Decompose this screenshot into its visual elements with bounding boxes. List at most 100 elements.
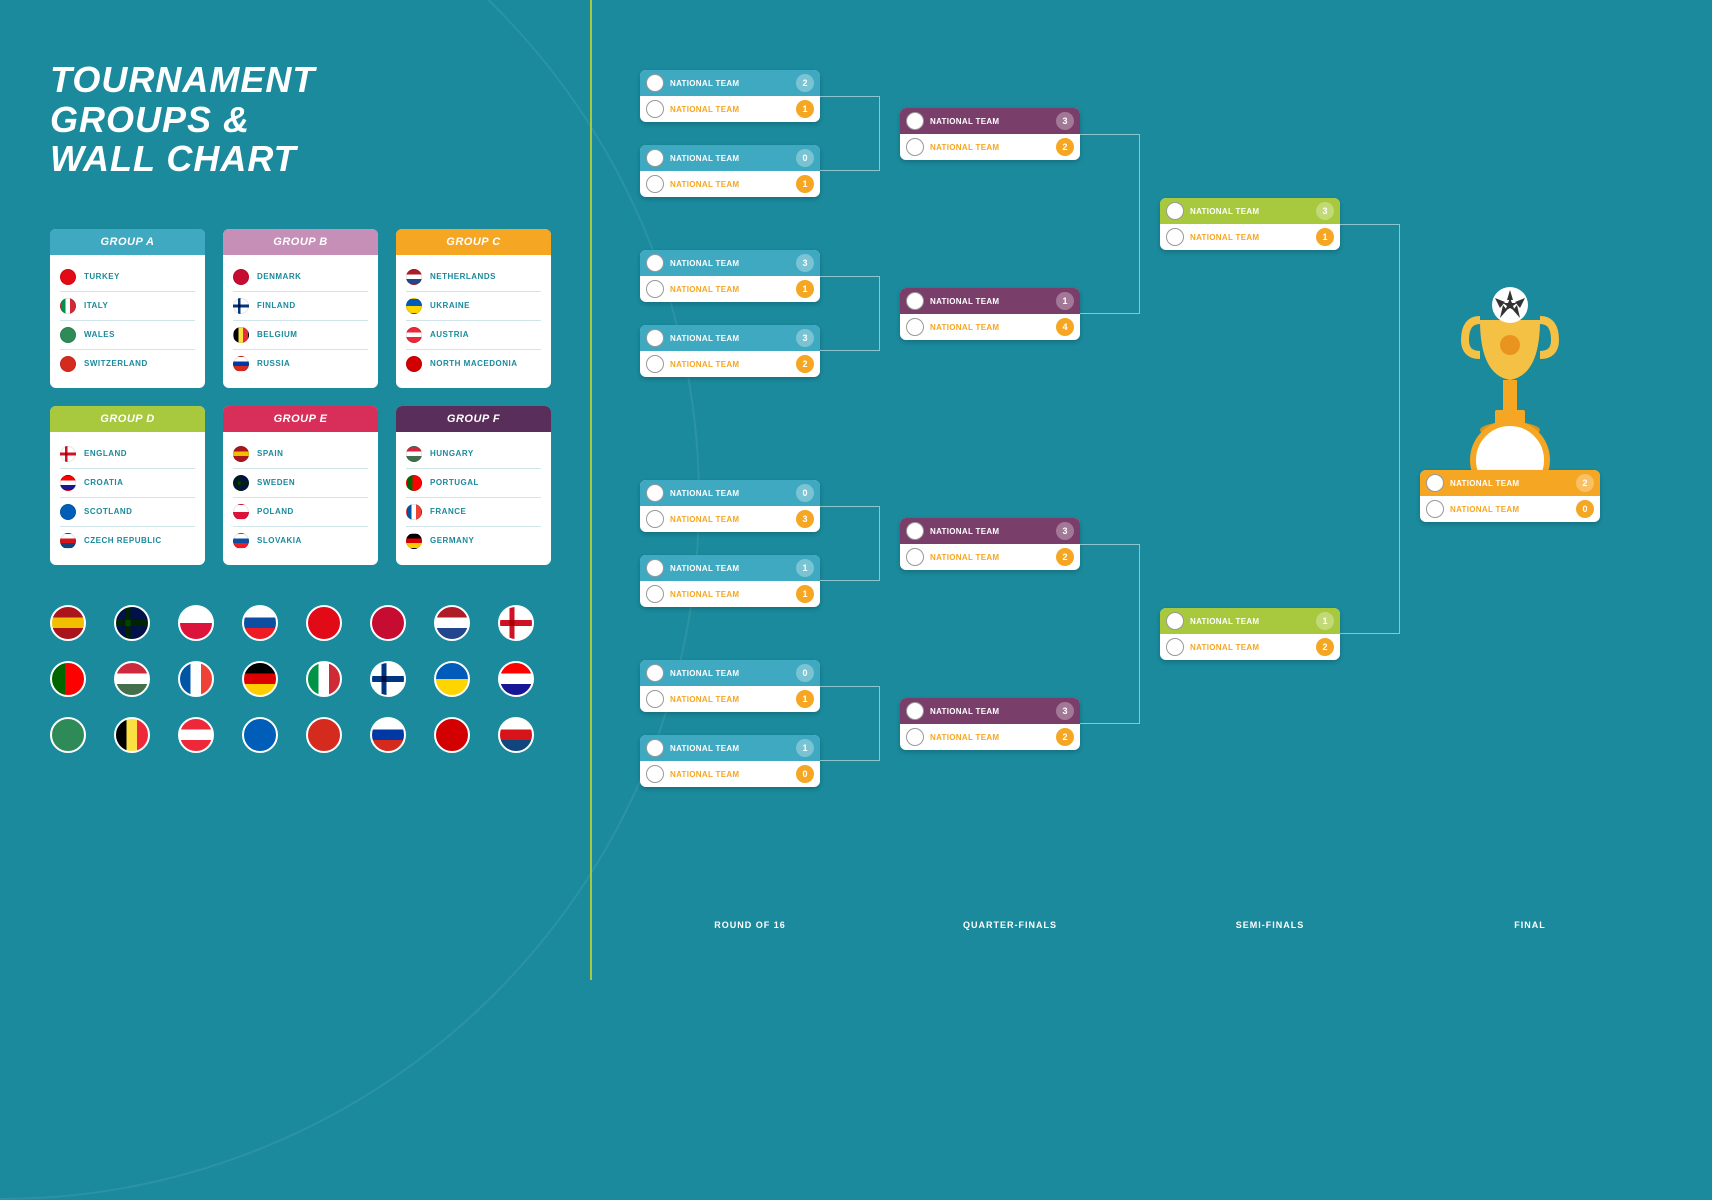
trophy-icon — [1455, 280, 1565, 440]
flag-icon — [233, 269, 249, 285]
flag-icon — [434, 661, 470, 697]
flag-icon — [646, 175, 664, 193]
flag-icon — [498, 605, 534, 641]
bracket-match: NATIONAL TEAM 0 NATIONAL TEAM 1 — [640, 145, 820, 197]
match-team-top: NATIONAL TEAM 0 — [640, 480, 820, 506]
match-team-bottom: NATIONAL TEAM 1 — [640, 581, 820, 607]
group-card-a: GROUP A TURKEYITALYWALESSWITZERLAND — [50, 229, 205, 388]
bracket-slot: NATIONAL TEAM 3 NATIONAL TEAM 2 — [640, 325, 840, 399]
bracket-match: NATIONAL TEAM 1 NATIONAL TEAM 2 — [1160, 608, 1340, 660]
match-team-top: NATIONAL TEAM 1 — [900, 288, 1080, 314]
match-score: 1 — [1316, 612, 1334, 630]
team-name: CZECH REPUBLIC — [84, 536, 162, 545]
team-name: TURKEY — [84, 272, 120, 281]
team-name: ENGLAND — [84, 449, 127, 458]
flag-icon — [646, 280, 664, 298]
bracket-connector — [820, 506, 880, 581]
flag-icon — [114, 605, 150, 641]
flag-icon — [306, 717, 342, 753]
flag-icon — [1166, 202, 1184, 220]
match-team-name: NATIONAL TEAM — [930, 323, 1050, 332]
bracket-connector — [820, 276, 880, 351]
flag-icon — [233, 356, 249, 372]
match-team-name: NATIONAL TEAM — [670, 334, 790, 343]
bracket-match: NATIONAL TEAM 1 NATIONAL TEAM 4 — [900, 288, 1080, 340]
flag-icon — [50, 605, 86, 641]
flag-icon — [242, 605, 278, 641]
match-team-name: NATIONAL TEAM — [930, 733, 1050, 742]
bracket-match: NATIONAL TEAM 3 NATIONAL TEAM 1 — [640, 250, 820, 302]
bracket-match: NATIONAL TEAM 1 NATIONAL TEAM 1 — [640, 555, 820, 607]
flag-icon — [646, 559, 664, 577]
team-row: NETHERLANDS — [406, 263, 541, 292]
flag-icon — [1426, 474, 1444, 492]
group-card-d: GROUP D ENGLANDCROATIASCOTLANDCZECH REPU… — [50, 406, 205, 565]
team-name: AUSTRIA — [430, 330, 469, 339]
match-team-name: NATIONAL TEAM — [1190, 617, 1310, 626]
flag-icon — [233, 446, 249, 462]
flag-icon — [178, 717, 214, 753]
match-score: 3 — [796, 329, 814, 347]
title-line-3: WALL CHART — [50, 138, 297, 179]
flag-icon — [434, 717, 470, 753]
match-score: 2 — [1056, 138, 1074, 156]
flag-icon — [906, 548, 924, 566]
match-score: 3 — [796, 510, 814, 528]
flag-icon — [646, 329, 664, 347]
stage-label-sf: SEMI-FINALS — [1140, 920, 1400, 930]
bracket-connector — [820, 686, 880, 761]
match-score: 2 — [1056, 548, 1074, 566]
team-row: HUNGARY — [406, 440, 541, 469]
team-name: GERMANY — [430, 536, 474, 545]
right-panel: WINNER NATIONAL TEAM 2 NATIONAL TEAM 1 N… — [590, 0, 1712, 980]
bracket-connector — [1080, 544, 1140, 724]
team-row: UKRAINE — [406, 292, 541, 321]
flag-icon — [50, 661, 86, 697]
flag-icon — [306, 661, 342, 697]
flag-icon — [646, 484, 664, 502]
team-row: DENMARK — [233, 263, 368, 292]
page-title: TOURNAMENT GROUPS & WALL CHART — [50, 60, 540, 179]
match-team-top: NATIONAL TEAM 3 — [640, 250, 820, 276]
match-score: 2 — [796, 74, 814, 92]
bracket-slot: NATIONAL TEAM 3 NATIONAL TEAM 2 — [900, 698, 1100, 772]
team-name: SCOTLAND — [84, 507, 132, 516]
match-team-bottom: NATIONAL TEAM 2 — [900, 544, 1080, 570]
match-team-name: NATIONAL TEAM — [670, 259, 790, 268]
page: TOURNAMENT GROUPS & WALL CHART GROUP A T… — [0, 0, 1712, 980]
group-card-b: GROUP B DENMARKFINLANDBELGIUMRUSSIA — [223, 229, 378, 388]
team-name: NETHERLANDS — [430, 272, 496, 281]
flag-icon — [646, 585, 664, 603]
bracket-match: NATIONAL TEAM 3 NATIONAL TEAM 2 — [900, 698, 1080, 750]
title-line-1: TOURNAMENT — [50, 59, 315, 100]
flag-icon — [60, 475, 76, 491]
flag-icon — [50, 717, 86, 753]
flag-icon — [233, 533, 249, 549]
left-panel: TOURNAMENT GROUPS & WALL CHART GROUP A T… — [0, 0, 590, 980]
flag-icon — [406, 504, 422, 520]
team-name: NORTH MACEDONIA — [430, 359, 518, 368]
match-score: 4 — [1056, 318, 1074, 336]
match-team-top: NATIONAL TEAM 3 — [900, 698, 1080, 724]
team-row: POLAND — [233, 498, 368, 527]
flag-icon — [906, 292, 924, 310]
flag-icon — [434, 605, 470, 641]
stage-labels: ROUND OF 16 QUARTER-FINALS SEMI-FINALS F… — [620, 920, 1682, 930]
bracket-match: NATIONAL TEAM 0 NATIONAL TEAM 1 — [640, 660, 820, 712]
match-team-name: NATIONAL TEAM — [670, 180, 790, 189]
group-body: TURKEYITALYWALESSWITZERLAND — [50, 255, 205, 388]
team-name: FRANCE — [430, 507, 466, 516]
match-team-name: NATIONAL TEAM — [930, 117, 1050, 126]
match-team-name: NATIONAL TEAM — [670, 79, 790, 88]
flag-icon — [646, 149, 664, 167]
match-score: 0 — [796, 149, 814, 167]
flag-icon — [233, 298, 249, 314]
team-name: SPAIN — [257, 449, 283, 458]
match-score: 0 — [1576, 500, 1594, 518]
team-name: RUSSIA — [257, 359, 290, 368]
bracket-slot: NATIONAL TEAM 1 NATIONAL TEAM 2 — [1160, 608, 1360, 682]
match-team-bottom: NATIONAL TEAM 1 — [1160, 224, 1340, 250]
match-team-name: NATIONAL TEAM — [670, 695, 790, 704]
team-row: WALES — [60, 321, 195, 350]
flag-icon — [498, 661, 534, 697]
